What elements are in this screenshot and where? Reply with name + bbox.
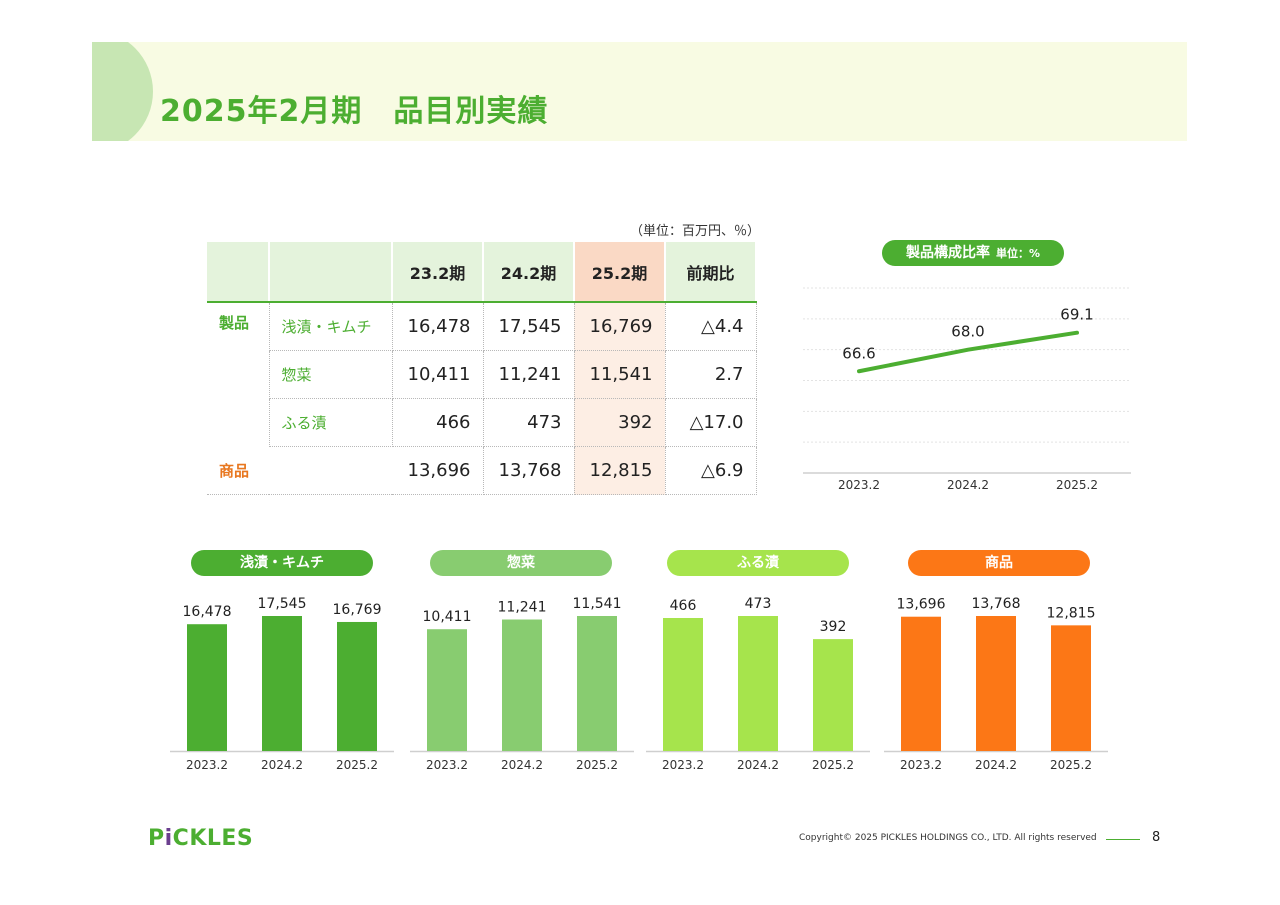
- header-yoy: 前期比: [665, 242, 757, 303]
- bar: [976, 616, 1016, 751]
- x-tick-label: 2025.2: [336, 758, 378, 772]
- header-25-2: 25.2期: [574, 242, 666, 303]
- data-label: 11,241: [498, 600, 547, 616]
- header-decoration: [92, 42, 153, 141]
- group-label-merchandise: 商品: [207, 446, 392, 495]
- row-label: ふる漬: [268, 398, 393, 447]
- row-label: 浅漬・キムチ: [268, 302, 393, 351]
- data-label: 392: [820, 619, 847, 635]
- table-cell: 11,541: [574, 350, 666, 399]
- bar: [1051, 625, 1091, 751]
- bar: [738, 616, 778, 751]
- bar: [502, 619, 542, 751]
- x-tick-label: 2024.2: [501, 758, 543, 772]
- table-cell: 16,478: [392, 302, 484, 351]
- header-23-2: 23.2期: [392, 242, 484, 303]
- table-cell: △6.9: [665, 446, 757, 495]
- table-cell: △4.4: [665, 302, 757, 351]
- header-band: [92, 42, 1187, 141]
- data-label: 13,696: [897, 597, 946, 613]
- row-label: 惣菜: [268, 350, 393, 399]
- bar-chart-furuzuke: 466 2023.2 473 2024.2 392 2025.2: [646, 596, 870, 772]
- x-tick-label: 2024.2: [737, 758, 779, 772]
- chart-title-furuzuke: ふる漬: [667, 550, 849, 576]
- company-logo: PiCKLES: [148, 826, 253, 851]
- chart-title-merchandise: 商品: [908, 550, 1090, 576]
- x-tick-label: 2023.2: [662, 758, 704, 772]
- composition-chart-title: 製品構成比率 単位：%: [882, 240, 1064, 266]
- bar: [901, 616, 941, 751]
- composition-chart-title-text: 製品構成比率: [905, 245, 990, 261]
- logo-text: P: [148, 826, 165, 851]
- x-tick-label: 2025.2: [576, 758, 618, 772]
- x-tick-label: 2023.2: [426, 758, 468, 772]
- bar-chart-souzai: 10,411 2023.2 11,241 2024.2 11,541 2025.2: [410, 596, 634, 772]
- x-tick-label: 2025.2: [1050, 758, 1092, 772]
- composition-line-chart: 66.6 2023.2 68.0 2024.2 69.1 2025.2: [803, 287, 1131, 492]
- x-tick-label: 2025.2: [1056, 478, 1098, 492]
- bar: [663, 617, 703, 751]
- bar: [262, 616, 302, 751]
- data-label: 16,478: [183, 604, 232, 620]
- data-label: 68.0: [951, 323, 984, 341]
- table-cell: 466: [392, 398, 484, 447]
- x-tick-label: 2024.2: [261, 758, 303, 772]
- x-tick-label: 2023.2: [900, 758, 942, 772]
- table-cell: 2.7: [665, 350, 757, 399]
- group-label-product: 製品: [219, 314, 250, 332]
- table-cell: △17.0: [665, 398, 757, 447]
- footer-divider: [1106, 839, 1140, 840]
- x-tick-label: 2024.2: [975, 758, 1017, 772]
- data-label: 12,815: [1047, 605, 1096, 621]
- table-cell: 17,545: [483, 302, 575, 351]
- table-row: 製品 浅漬・キムチ 16,478 17,545 16,769 △4.4: [207, 302, 757, 351]
- table-cell: 392: [574, 398, 666, 447]
- table-cell: 16,769: [574, 302, 666, 351]
- data-label: 473: [745, 596, 772, 612]
- table-row: 商品 13,696 13,768 12,815 △6.9: [207, 446, 757, 495]
- x-tick-label: 2024.2: [947, 478, 989, 492]
- table-row: 惣菜 10,411 11,241 11,541 2.7: [207, 350, 757, 399]
- data-label: 69.1: [1060, 306, 1093, 324]
- x-tick-label: 2025.2: [812, 758, 854, 772]
- chart-title-souzai: 惣菜: [430, 550, 612, 576]
- logo-text: CKLES: [172, 826, 254, 851]
- data-label: 16,769: [333, 602, 382, 618]
- table-unit-note: （単位：百万円、％）: [630, 224, 761, 239]
- bar: [813, 639, 853, 751]
- chart-title-asazuke-kimchi: 浅漬・キムチ: [191, 550, 373, 576]
- header-24-2: 24.2期: [483, 242, 575, 303]
- header-cell: [207, 242, 270, 303]
- logo-eggplant-mark: i: [164, 826, 173, 851]
- table-cell: 473: [483, 398, 575, 447]
- results-table: 23.2期 24.2期 25.2期 前期比 製品 浅漬・キムチ 16,478 1…: [207, 242, 757, 495]
- x-tick-label: 2023.2: [838, 478, 880, 492]
- composition-series-line: [857, 330, 1079, 374]
- bar: [577, 616, 617, 751]
- page-title: 2025年2月期 品目別実績: [160, 94, 549, 129]
- composition-chart-unit: 単位：%: [995, 247, 1041, 260]
- table-cell: 11,241: [483, 350, 575, 399]
- data-label: 11,541: [573, 596, 622, 612]
- bar-chart-merchandise: 13,696 2023.2 13,768 2024.2 12,815 2025.2: [884, 596, 1108, 772]
- page-number: 8: [1152, 830, 1161, 845]
- bar-chart-asazuke-kimchi: 16,478 2023.2 17,545 2024.2 16,769 2025.2: [170, 596, 394, 772]
- data-label: 17,545: [258, 596, 307, 612]
- header-cell: [269, 242, 393, 303]
- data-label: 66.6: [842, 344, 875, 362]
- data-label: 466: [670, 598, 697, 614]
- data-label: 13,768: [972, 596, 1021, 612]
- table-cell: 13,696: [392, 446, 484, 495]
- table-cell: 10,411: [392, 350, 484, 399]
- bar: [427, 629, 467, 751]
- data-label: 10,411: [423, 609, 472, 625]
- bar: [337, 621, 377, 751]
- x-tick-label: 2023.2: [186, 758, 228, 772]
- copyright-text: Copyright© 2025 PICKLES HOLDINGS CO., LT…: [799, 833, 1097, 843]
- bar: [187, 624, 227, 751]
- table-row: ふる漬 466 473 392 △17.0: [207, 398, 757, 447]
- table-header-row: 23.2期 24.2期 25.2期 前期比: [207, 242, 757, 303]
- table-cell: 13,768: [483, 446, 575, 495]
- table-cell: 12,815: [574, 446, 666, 495]
